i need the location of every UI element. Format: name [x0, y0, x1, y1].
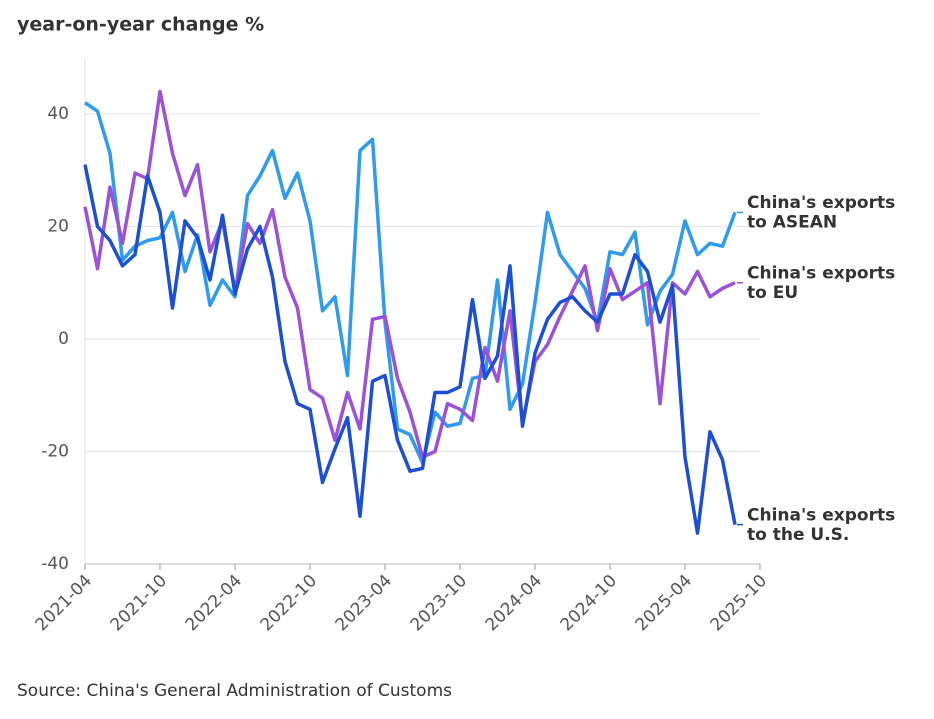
x-tick-label: 2021-10 — [107, 571, 171, 635]
y-tick-label: 40 — [47, 104, 69, 124]
x-tick-label: 2024-04 — [482, 571, 546, 635]
y-tick-label: 0 — [58, 329, 69, 349]
series-line — [83, 164, 737, 535]
x-tick-label: 2025-04 — [632, 571, 696, 635]
x-tick-label: 2023-04 — [332, 571, 396, 635]
series-line — [83, 89, 736, 459]
series-label: China's exports to the U.S. — [747, 505, 895, 545]
y-tick-label: -20 — [41, 442, 69, 462]
y-tick-label: 20 — [47, 217, 69, 237]
y-tick-label: -40 — [41, 554, 69, 574]
x-tick-label: 2021-04 — [32, 571, 96, 635]
x-tick-label: 2025-10 — [707, 571, 771, 635]
chart-title: year-on-year change % — [17, 14, 264, 36]
x-tick-label: 2022-04 — [182, 571, 246, 635]
x-tick-label: 2023-10 — [407, 571, 471, 635]
series-label: China's exports to EU — [747, 263, 895, 303]
source: Source: China's General Administration o… — [17, 681, 452, 701]
series-line — [84, 101, 737, 465]
x-tick-label: 2022-10 — [257, 571, 321, 635]
x-tick-label: 2024-10 — [557, 571, 621, 635]
series-label: China's exports to ASEAN — [747, 193, 895, 233]
